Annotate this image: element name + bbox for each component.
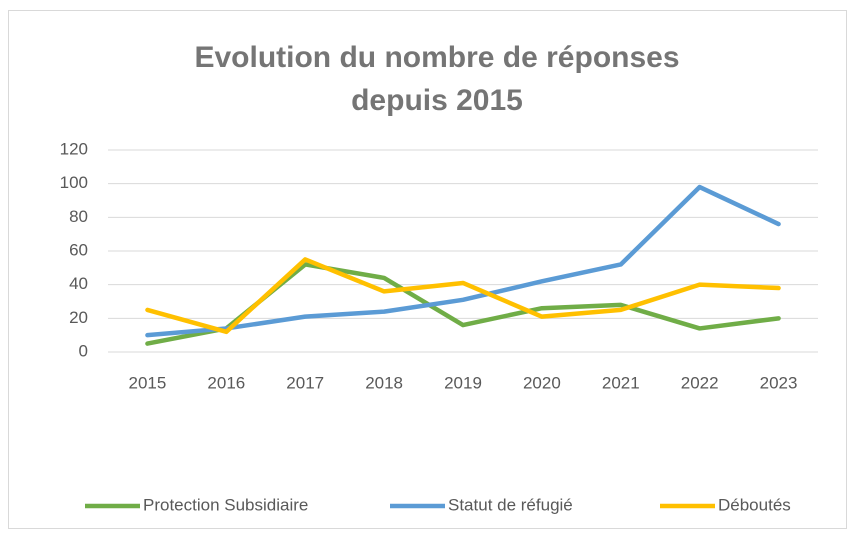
- legend-label: Déboutés: [718, 495, 791, 514]
- y-tick-label: 80: [69, 207, 88, 226]
- y-tick-label: 0: [79, 341, 88, 360]
- x-tick-label: 2019: [444, 373, 482, 392]
- x-tick-label: 2015: [129, 373, 167, 392]
- x-tick-label: 2017: [286, 373, 324, 392]
- x-tick-label: 2021: [602, 373, 640, 392]
- y-tick-label: 40: [69, 274, 88, 293]
- legend-label: Statut de réfugié: [448, 495, 573, 514]
- x-tick-label: 2016: [207, 373, 245, 392]
- x-tick-label: 2020: [523, 373, 561, 392]
- legend-label: Protection Subsidiaire: [143, 495, 308, 514]
- y-tick-label: 20: [69, 308, 88, 327]
- x-tick-label: 2023: [760, 373, 798, 392]
- y-tick-label: 60: [69, 240, 88, 259]
- x-tick-label: 2022: [681, 373, 719, 392]
- chart-border: [8, 10, 847, 529]
- y-tick-label: 100: [60, 173, 88, 192]
- y-tick-label: 120: [60, 139, 88, 158]
- chart-title: Evolution du nombre de réponses depuis 2…: [194, 41, 680, 117]
- series-line: [145, 257, 781, 335]
- x-tick-label: 2018: [365, 373, 403, 392]
- series-line: [145, 184, 781, 338]
